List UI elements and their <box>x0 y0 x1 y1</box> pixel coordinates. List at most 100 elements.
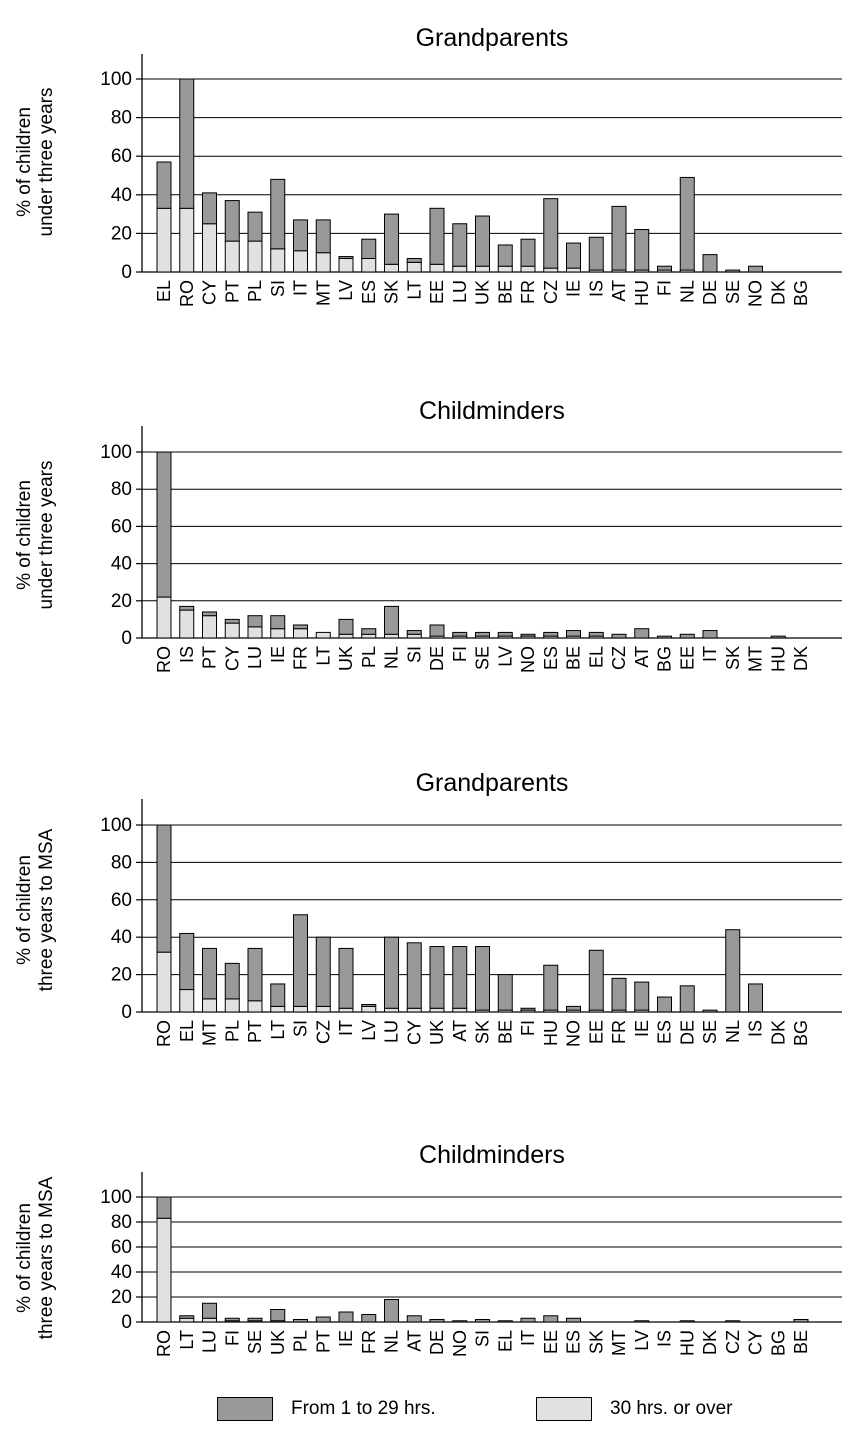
x-tick-label: RO <box>177 280 197 307</box>
x-tick-label: DE <box>427 646 447 671</box>
bar-lt-series-1 <box>270 1005 286 1013</box>
bar-lv-series-2 <box>497 631 513 637</box>
x-tick-label: NO <box>518 646 538 673</box>
y-axis-label-line: under three years <box>36 88 57 237</box>
bar-uk-series-2 <box>338 618 354 635</box>
x-tick-label: IS <box>655 1330 675 1347</box>
y-axis-label: % of childrenthree years to MSA <box>14 1176 57 1339</box>
bar-it-series-2 <box>520 1317 536 1323</box>
bar-lt-series-2 <box>406 257 422 263</box>
x-tick-label: MT <box>200 1020 220 1046</box>
bar-lu-series-1 <box>202 1317 217 1323</box>
bar-ie-series-2 <box>634 981 650 1011</box>
x-tick-label: BG <box>655 646 675 672</box>
bar-se-series-2 <box>247 1317 263 1322</box>
bar-ee-series-1 <box>429 263 445 273</box>
x-tick-label: FI <box>655 280 675 296</box>
x-tick-label: CY <box>222 646 242 671</box>
legend-item-30-hrs-over: 30 hrs. or over <box>536 1394 733 1424</box>
x-tick-label: DE <box>427 1330 447 1355</box>
bar-fr-series-2 <box>611 977 627 1011</box>
chart-title: Childminders <box>419 397 565 425</box>
x-tick-label: AT <box>404 1330 424 1352</box>
y-tick-label: 40 <box>111 554 132 575</box>
bar-uk-series-2 <box>270 1309 286 1322</box>
legend-item-1-29-hrs: From 1 to 29 hrs. <box>217 1394 436 1424</box>
x-tick-label: FI <box>450 646 470 662</box>
bar-be-series-2 <box>497 244 513 267</box>
bar-cy-series-1 <box>224 622 240 639</box>
bar-lv-series-2 <box>634 1320 650 1323</box>
bar-pt-series-2 <box>315 1316 331 1323</box>
x-tick-label: FR <box>359 1330 379 1354</box>
x-tick-label: DK <box>768 1020 788 1045</box>
bar-mt-series-2 <box>202 947 217 1000</box>
y-tick-label: 0 <box>121 628 132 649</box>
x-tick-label: LU <box>450 280 470 303</box>
bar-be-series-2 <box>566 630 581 637</box>
x-tick-label: PL <box>222 1020 242 1042</box>
bar-lu-series-2 <box>452 223 468 267</box>
bar-cy-series-1 <box>202 223 217 273</box>
x-tick-label: NO <box>450 1330 470 1357</box>
x-tick-label: BG <box>791 1020 811 1046</box>
bar-fi-series-2 <box>224 1317 240 1322</box>
x-tick-label: SE <box>723 280 743 304</box>
bar-si-series-2 <box>406 630 422 635</box>
x-tick-label: DK <box>700 1330 720 1355</box>
bar-ie-series-1 <box>566 267 581 273</box>
bar-ee-series-2 <box>679 633 695 639</box>
x-tick-label: CY <box>200 280 220 305</box>
bar-ie-series-1 <box>270 628 286 639</box>
x-tick-label: MT <box>746 646 766 672</box>
chart-panel-4: Childminders % of childrenthree years to … <box>14 1141 842 1357</box>
x-tick-label: PT <box>313 1330 333 1353</box>
x-tick-label: IT <box>291 280 311 296</box>
y-tick-label: 20 <box>111 223 132 244</box>
bar-lu-series-2 <box>247 615 263 628</box>
bar-ee-series-2 <box>543 1315 559 1323</box>
bar-pl-series-1 <box>361 633 377 639</box>
bar-fi-series-2 <box>452 631 468 637</box>
y-tick-label: 40 <box>111 185 132 206</box>
bar-cz-series-2 <box>725 1320 741 1323</box>
y-axis-label-line: three years to MSA <box>36 1176 57 1339</box>
y-tick-label: 100 <box>100 69 132 90</box>
bar-at-series-2 <box>611 205 627 271</box>
x-tick-label: FI <box>518 1020 538 1036</box>
chart-title: Grandparents <box>416 24 569 52</box>
x-tick-label: IS <box>746 1020 766 1037</box>
bar-lu-series-1 <box>247 626 263 639</box>
bar-ee-series-2 <box>588 949 604 1011</box>
bar-ro-series-2 <box>156 451 172 598</box>
bar-is-series-2 <box>748 983 763 1013</box>
y-tick-label: 60 <box>111 146 132 167</box>
x-tick-label: LV <box>495 646 515 667</box>
x-tick-label: EE <box>677 646 697 670</box>
bar-uk-series-2 <box>429 946 445 1009</box>
y-tick-label: 80 <box>111 108 132 129</box>
bar-lu-series-2 <box>384 936 399 1009</box>
x-tick-label: SE <box>473 646 493 670</box>
x-tick-label: ES <box>655 1020 675 1044</box>
bar-sk-series-1 <box>384 263 399 273</box>
x-tick-label: BG <box>768 1330 788 1356</box>
y-tick-label: 60 <box>111 890 132 911</box>
bar-si-series-2 <box>293 914 308 1007</box>
bar-pt-series-1 <box>224 240 240 273</box>
x-tick-label: NO <box>746 280 766 307</box>
bar-lt-series-1 <box>315 631 331 639</box>
x-tick-label: ES <box>541 646 561 670</box>
bar-pl-series-1 <box>247 240 263 273</box>
x-tick-label: LU <box>382 1020 402 1043</box>
x-tick-label: DK <box>791 646 811 671</box>
bar-fr-series-1 <box>520 265 536 273</box>
bar-de-series-2 <box>429 1319 445 1323</box>
bar-pt-series-2 <box>224 200 240 242</box>
x-tick-label: HU <box>677 1330 697 1356</box>
x-tick-label: IT <box>700 646 720 662</box>
bar-nl-series-2 <box>384 1299 399 1323</box>
x-tick-label: FR <box>291 646 311 670</box>
bar-ro-series-2 <box>179 78 195 209</box>
